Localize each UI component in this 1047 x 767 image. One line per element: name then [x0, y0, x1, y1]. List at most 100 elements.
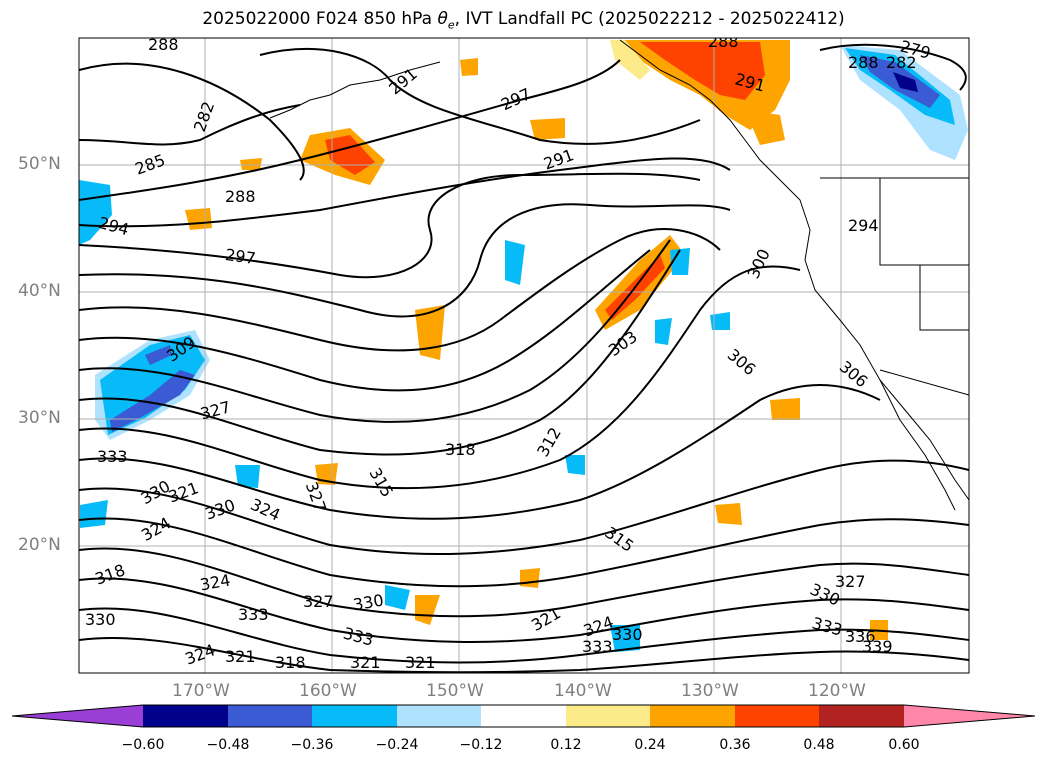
contour-label: 321: [225, 647, 256, 666]
colorbar-segment: [143, 705, 228, 727]
contour-318: [79, 384, 881, 520]
border-states-1: [879, 178, 969, 266]
contour-306: [79, 249, 651, 392]
contour-285: [79, 104, 301, 146]
contour-294: [79, 157, 731, 228]
map-frame-border: [78, 37, 970, 674]
colorbar-segment: [228, 705, 312, 727]
colorbar-tick: 0.12: [550, 737, 582, 753]
contour-297: [79, 172, 701, 279]
contour-327: [79, 547, 969, 618]
colorbar-tick: 0.60: [888, 737, 920, 753]
shade-blob-11: [235, 465, 260, 488]
contour-label: 318: [445, 440, 476, 459]
shade-bc-orange: [745, 110, 785, 145]
contour-label: 288: [848, 53, 879, 72]
map-frame-bg: [79, 38, 969, 673]
shade-blob-17: [670, 248, 690, 275]
contour-label: 321: [405, 653, 436, 672]
colorbar-segment: [481, 705, 566, 727]
colorbar-tick: −0.12: [459, 737, 503, 753]
colorbar-tick: 0.24: [634, 737, 666, 753]
contour-336: [79, 637, 969, 673]
colorbar-tick: −0.24: [375, 737, 419, 753]
contour-label: 294: [848, 216, 879, 235]
border-states-2: [919, 265, 969, 331]
lon-label-170w: 170°W: [172, 681, 230, 701]
shade-blob-14: [655, 318, 672, 345]
shade-blob-8: [520, 568, 540, 588]
coast-baja: [879, 379, 956, 511]
lat-label-30n: 30°N: [18, 408, 61, 428]
contour-324: [79, 517, 969, 588]
contour-321: [79, 459, 969, 556]
contour-label: 339: [862, 637, 893, 656]
contour-label: 330: [612, 625, 643, 644]
map-title: 2025022000 F024 850 hPa θe, IVT Landfall…: [0, 9, 1047, 31]
colorbar-segment: [566, 705, 650, 727]
contour-288a: [79, 59, 621, 201]
contour-label: 321: [350, 653, 381, 672]
contour-label: 333: [238, 605, 269, 624]
contour-label: 297: [224, 245, 257, 268]
colorbar-segment: [650, 705, 735, 727]
shade-blob-1: [505, 240, 525, 285]
colorbar-segment: [819, 705, 904, 727]
shade-blob-2: [565, 455, 585, 475]
contour-label: 288: [708, 32, 739, 51]
contour-330: [79, 577, 969, 643]
coast-aleutians: [269, 61, 441, 119]
contour-label: 327: [303, 592, 334, 611]
lat-label-50n: 50°N: [18, 154, 61, 174]
contour-label: 318: [275, 653, 306, 672]
shade-blob-15: [240, 158, 262, 170]
contour-label: 330: [85, 610, 116, 629]
contour-312: [79, 249, 681, 456]
contour-288b: [819, 43, 967, 91]
colorbar-tick: 0.36: [719, 737, 751, 753]
shade-blob-4: [715, 503, 742, 525]
shade-blob-5: [385, 585, 410, 610]
shade-alaska-yellow: [610, 40, 650, 80]
contour-300: [79, 203, 731, 318]
colorbar-segment: [735, 705, 819, 727]
shade-blob-16: [460, 58, 478, 76]
contour-291: [259, 48, 701, 145]
lat-label-20n: 20°N: [18, 535, 61, 555]
lon-label-160w: 160°W: [299, 681, 357, 701]
lon-label-150w: 150°W: [426, 681, 484, 701]
contour-label: 327: [835, 572, 866, 591]
contour-333: [79, 607, 969, 664]
contour-label: 288: [225, 187, 256, 206]
contour-303: [79, 228, 721, 352]
lon-label-140w: 140°W: [554, 681, 612, 701]
contour-282: [79, 62, 305, 181]
contour-label: 282: [886, 53, 917, 72]
colorbar-tick: 0.48: [803, 737, 835, 753]
shade-blob-10: [80, 500, 108, 528]
lon-label-130w: 130°W: [681, 681, 739, 701]
lon-label-120w: 120°W: [808, 681, 866, 701]
contour-315: [79, 265, 801, 490]
contour-label: 333: [582, 637, 613, 656]
theta-e-contours: [79, 43, 969, 673]
shade-w-blue2: [145, 345, 172, 365]
contour-label: 333: [97, 447, 128, 466]
contour-label: 288: [148, 35, 179, 54]
colorbar-outline: [11, 704, 1036, 728]
title-suffix: , IVT Landfall PC (2025022212 - 20250224…: [454, 9, 845, 29]
contour-label: 336: [845, 627, 876, 646]
shade-ne-navy: [893, 72, 918, 92]
colorbar-extend-max: [904, 705, 1035, 727]
shade-blob-13: [710, 312, 730, 330]
coastlines: [269, 39, 969, 511]
colorbar-tick: −0.60: [121, 737, 165, 753]
shade-alaska-red: [640, 42, 765, 100]
border-us-mexico: [879, 369, 969, 396]
shade-blob-6: [415, 595, 440, 625]
colorbar-segment: [312, 705, 397, 727]
coast-alaska: [619, 39, 969, 501]
title-theta: θ: [437, 9, 448, 29]
colorbar-segment: [397, 705, 481, 727]
